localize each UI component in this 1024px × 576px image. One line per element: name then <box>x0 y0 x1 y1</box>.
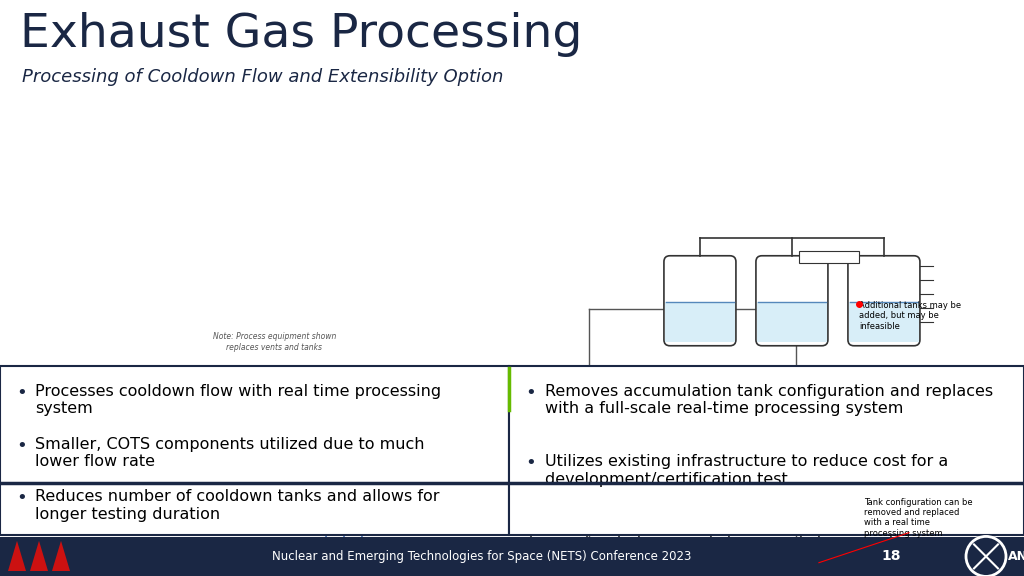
Polygon shape <box>30 541 48 571</box>
Text: Mesh Type Demister
for Ice Formation: Mesh Type Demister for Ice Formation <box>305 511 383 530</box>
Text: Isotope Storage
Bottle (Post Test): Isotope Storage Bottle (Post Test) <box>311 497 377 516</box>
FancyBboxPatch shape <box>756 256 828 346</box>
Text: Nuclear and Emerging Technologies for Space (NETS) Conference 2023: Nuclear and Emerging Technologies for Sp… <box>272 550 691 563</box>
Text: Pressure
Control
Valve: Pressure Control Valve <box>442 446 475 476</box>
Text: Flare: Flare <box>976 486 996 495</box>
Circle shape <box>326 520 362 556</box>
Polygon shape <box>972 528 1000 537</box>
Text: 18: 18 <box>881 550 901 563</box>
FancyBboxPatch shape <box>664 256 736 346</box>
Polygon shape <box>52 541 70 571</box>
Polygon shape <box>386 418 406 438</box>
Bar <box>820 551 890 576</box>
Text: Additional tanks may be
added, but may be
infeasible: Additional tanks may be added, but may b… <box>859 301 962 331</box>
Bar <box>0 366 509 535</box>
Text: •: • <box>16 437 28 454</box>
Polygon shape <box>982 505 990 521</box>
Polygon shape <box>980 498 992 525</box>
Text: •: • <box>16 384 28 402</box>
Text: Exhaust Gas Processing: Exhaust Gas Processing <box>20 12 583 57</box>
Text: •: • <box>16 490 28 507</box>
Text: Pipe: Pipe <box>112 375 130 384</box>
Bar <box>82 408 120 444</box>
Ellipse shape <box>530 490 587 511</box>
Bar <box>18 406 72 444</box>
Text: Water Cooled
Heat Exchanger: Water Cooled Heat Exchanger <box>134 473 196 493</box>
Text: •: • <box>525 384 537 402</box>
Bar <box>757 302 827 342</box>
Bar <box>665 302 735 342</box>
Text: Processes cooldown flow with real time processing
system: Processes cooldown flow with real time p… <box>35 384 441 416</box>
Text: Desiccant
Dryer: Desiccant Dryer <box>82 380 120 400</box>
Bar <box>849 302 919 342</box>
Bar <box>730 551 800 576</box>
Text: Reduces number of cooldown tanks and allows for
longer testing duration: Reduces number of cooldown tanks and all… <box>35 490 439 522</box>
Bar <box>207 400 279 450</box>
FancyBboxPatch shape <box>729 498 801 576</box>
Text: Removes accumulation tank configuration and replaces
with a full-scale real-time: Removes accumulation tank configuration … <box>545 384 993 416</box>
Text: Heat
Exchanger: Heat Exchanger <box>923 545 961 559</box>
Polygon shape <box>287 418 307 438</box>
Text: Note: Process equipment shown
replaces vents and tanks: Note: Process equipment shown replaces v… <box>213 332 336 352</box>
Bar <box>541 560 574 576</box>
FancyBboxPatch shape <box>819 498 891 576</box>
Polygon shape <box>8 541 26 571</box>
Bar <box>310 373 378 473</box>
Bar <box>0 537 1024 576</box>
Text: Facility at
300 PSIG: Facility at 300 PSIG <box>27 415 63 434</box>
Circle shape <box>137 400 193 456</box>
Text: Utilizes existing infrastructure to reduce cost for a
development/certification : Utilizes existing infrastructure to redu… <box>545 454 948 487</box>
Text: Liquid Nitrogen
Spray Cooler: Liquid Nitrogen Spray Cooler <box>213 374 272 394</box>
Text: ANS: ANS <box>1008 550 1024 563</box>
Bar <box>509 366 1024 535</box>
Text: Smaller, COTS components utilized due to much
lower flow rate: Smaller, COTS components utilized due to… <box>35 437 425 469</box>
Bar <box>530 501 587 576</box>
Text: Processing of Cooldown Flow and Extensibility Option: Processing of Cooldown Flow and Extensib… <box>22 68 504 86</box>
Bar <box>640 551 710 576</box>
Text: •: • <box>525 454 537 472</box>
Bar <box>980 528 992 573</box>
Text: Tank configuration can be
removed and replaced
with a real time
processing syste: Tank configuration can be removed and re… <box>864 498 973 538</box>
Bar <box>924 563 959 576</box>
FancyBboxPatch shape <box>848 256 920 346</box>
Text: Plate Coil Shell
(Liquid Nitrogen): Plate Coil Shell (Liquid Nitrogen) <box>311 477 377 496</box>
FancyBboxPatch shape <box>639 498 711 576</box>
Bar <box>799 251 859 263</box>
